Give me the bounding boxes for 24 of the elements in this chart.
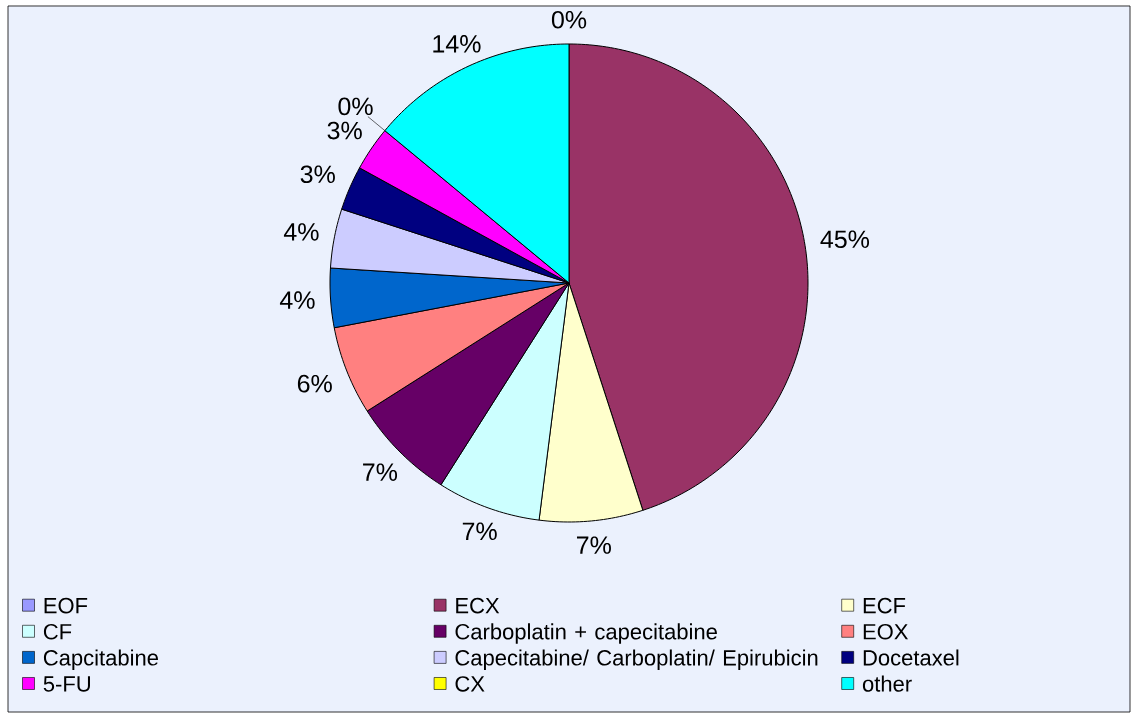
legend-label: ECX bbox=[456, 597, 500, 614]
legend-label: ECF bbox=[863, 597, 906, 614]
legend-label: Docetaxel bbox=[863, 649, 959, 666]
data-label: 7% bbox=[363, 463, 398, 481]
legend-label: Capcitabine bbox=[43, 649, 158, 670]
legend-label: CX bbox=[455, 676, 485, 692]
data-label: 3% bbox=[300, 165, 335, 184]
data-label: 14% bbox=[433, 35, 481, 53]
legend-label: CF bbox=[43, 623, 72, 640]
legend-label: EOF bbox=[44, 597, 88, 614]
text: 0% bbox=[338, 97, 373, 116]
legend-label: EOX bbox=[863, 623, 909, 640]
legend-label: 5-FU bbox=[43, 676, 90, 692]
data-label: 4% bbox=[279, 291, 315, 309]
legend-label: other bbox=[862, 675, 912, 692]
data-label: 6% bbox=[297, 374, 332, 393]
data-label: 7% bbox=[577, 536, 611, 554]
data-label: 3% bbox=[327, 121, 362, 140]
legend-label: Carboplatin + capecitabine bbox=[455, 623, 717, 644]
legend-label: Capecitabine/ Carboplatin/ Epirubicin bbox=[455, 649, 818, 670]
data-label: 7% bbox=[462, 522, 497, 541]
text: 0% bbox=[551, 10, 587, 29]
data-label: 45% bbox=[820, 230, 870, 249]
data-label: 4% bbox=[283, 223, 319, 241]
